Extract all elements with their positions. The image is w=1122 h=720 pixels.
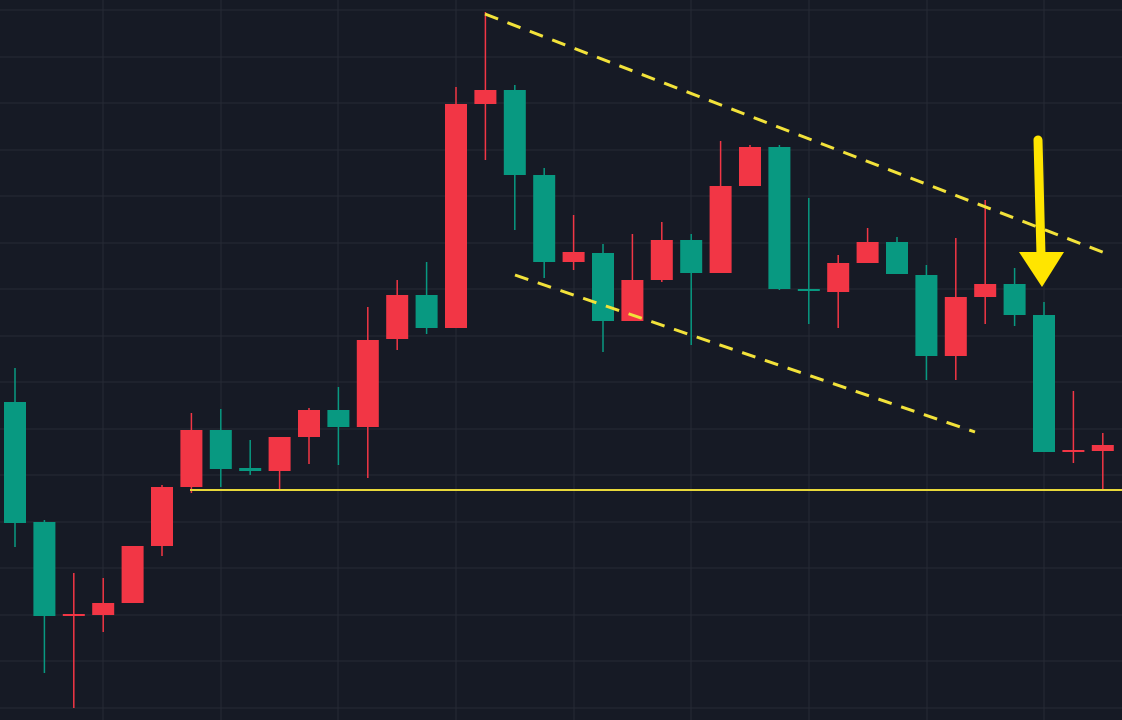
- candle-body: [827, 263, 850, 292]
- candle-body: [386, 295, 409, 339]
- candle-body: [974, 284, 997, 297]
- candle-body: [709, 186, 732, 273]
- arrow-head: [1019, 252, 1064, 287]
- candle-body: [797, 289, 820, 291]
- candle-body: [121, 546, 144, 603]
- candle-body: [180, 430, 203, 487]
- candle-body: [562, 252, 585, 262]
- candle-body: [4, 402, 26, 523]
- horizontal-grid: [0, 9, 1122, 709]
- candle-body: [298, 410, 320, 437]
- candle-body: [621, 280, 644, 321]
- candles: [4, 12, 1114, 708]
- candle-body: [151, 487, 173, 546]
- candle-body: [415, 295, 438, 328]
- candle-body: [239, 468, 262, 471]
- upper-trendline: [484, 12, 1106, 255]
- candle-body: [62, 614, 85, 616]
- candle-body: [592, 253, 614, 321]
- annotations: [190, 12, 1122, 491]
- candle-body: [1003, 284, 1026, 315]
- candle-body: [944, 297, 967, 356]
- candle-body: [1033, 315, 1055, 452]
- lower-trendline: [514, 273, 976, 434]
- candle-body: [739, 147, 761, 186]
- vertical-grid: [102, 0, 1045, 720]
- candle-body: [886, 242, 908, 274]
- candle-body: [209, 430, 232, 469]
- candle-body: [533, 175, 556, 262]
- candle-body: [356, 340, 379, 427]
- candle-body: [445, 104, 467, 328]
- candle-body: [1062, 450, 1085, 452]
- candle-body: [474, 90, 497, 104]
- candle-body: [650, 240, 673, 280]
- candle-body: [1091, 445, 1114, 451]
- candle-body: [268, 437, 291, 471]
- candle-body: [915, 275, 938, 356]
- candle-body: [856, 242, 879, 263]
- candle-body: [327, 410, 350, 427]
- candle-body: [503, 90, 526, 175]
- candle-body: [92, 603, 115, 615]
- candle-body: [33, 522, 56, 616]
- candle-body: [768, 147, 791, 289]
- arrow-shaft: [1033, 135, 1046, 260]
- candle-body: [680, 240, 703, 273]
